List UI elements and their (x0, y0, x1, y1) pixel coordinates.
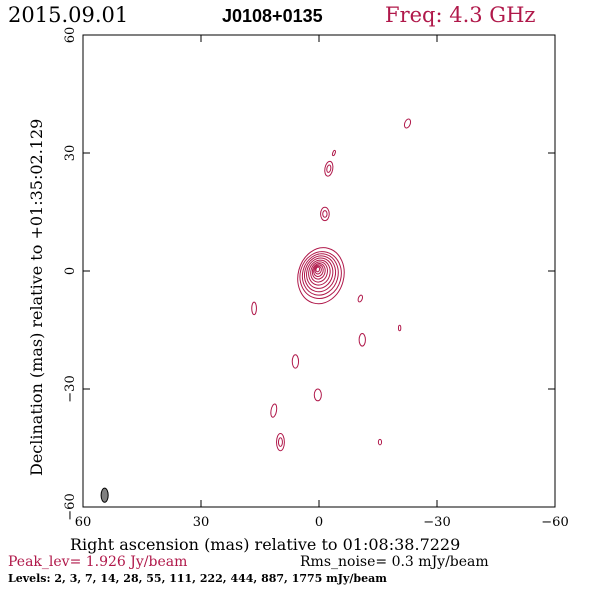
core-contour (306, 257, 334, 289)
x-tick-label: 60 (75, 515, 92, 530)
core-contour (308, 259, 331, 286)
component-contour (322, 210, 328, 218)
component-contour (277, 437, 283, 447)
component-contour (357, 294, 364, 303)
x-tick-label: 0 (315, 515, 323, 530)
component-contour (313, 388, 322, 402)
source-name: J0108+0135 (222, 6, 323, 26)
x-tick-label: 30 (193, 515, 210, 530)
restoring-beam (100, 487, 109, 503)
beam-ellipse-layer (100, 487, 109, 503)
rms-noise-text: Rms_noise= 0.3 mJy/beam (300, 554, 489, 570)
x-tick-label: −30 (423, 515, 450, 530)
component-contour (276, 432, 285, 452)
frequency-label: Freq: 4.3 GHz (385, 3, 535, 27)
component-contour (403, 118, 412, 129)
y-tick-label: 30 (63, 145, 78, 162)
y-axis-label: Declination (mas) relative to +01:35:02.… (27, 119, 46, 476)
core-contour (311, 263, 326, 280)
component-contour (326, 164, 332, 173)
component-contour (270, 403, 278, 418)
component-contour (377, 438, 383, 446)
peak-level-text: Peak_lev= 1.926 Jy/beam (8, 554, 187, 570)
core-contour (299, 251, 342, 299)
component-contour (358, 333, 366, 347)
core-contour (315, 266, 321, 273)
y-tick-label: −30 (63, 375, 78, 402)
component-contour (331, 149, 336, 157)
component-contour (320, 206, 330, 222)
core-contour (297, 247, 345, 305)
contour-levels-text: Levels: 2, 3, 7, 14, 28, 55, 111, 222, 4… (8, 572, 387, 585)
core-contour (314, 265, 322, 275)
component-contour (324, 160, 334, 177)
component-contour (397, 324, 402, 332)
component-contour (291, 354, 300, 369)
contour-layer (251, 118, 412, 452)
core-contour (301, 253, 339, 296)
core-contour (313, 264, 324, 278)
x-tick-label: −60 (541, 515, 568, 530)
core-contour (303, 255, 337, 293)
y-tick-label: −60 (63, 493, 78, 520)
core-contour (310, 261, 328, 283)
component-contour (251, 301, 257, 316)
observation-date: 2015.09.01 (8, 3, 128, 27)
y-tick-label: 0 (63, 267, 78, 275)
x-axis-label: Right ascension (mas) relative to 01:08:… (70, 535, 460, 554)
axis-ticks: 60 30 0 −30 −60 −60 −30 0 30 60 (63, 27, 569, 530)
y-tick-label: 60 (63, 27, 78, 44)
